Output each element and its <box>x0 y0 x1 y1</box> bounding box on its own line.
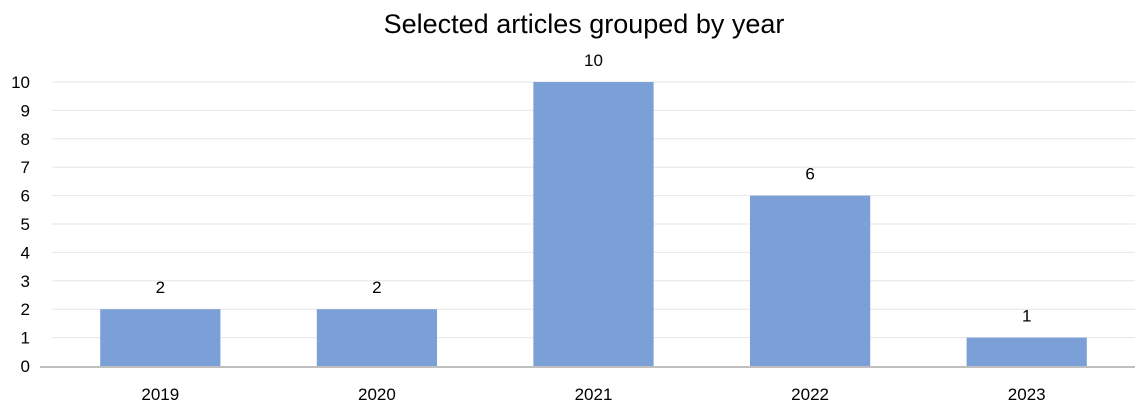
bar-2022 <box>749 195 871 366</box>
y-tick-label: 2 <box>21 300 30 319</box>
labels: 0 1 2 3 4 5 6 7 8 9 10 2 2019 2 2020 10 2021 6 2022 1 2023 <box>11 51 1046 404</box>
x-tick-label: 2019 <box>141 385 179 403</box>
y-tick-label: 0 <box>21 357 30 376</box>
y-tick-label: 10 <box>11 73 30 92</box>
y-tick-label: 4 <box>21 243 30 262</box>
data-label: 10 <box>584 51 603 70</box>
y-tick-label: 6 <box>21 187 30 206</box>
x-tick-label: 2021 <box>575 385 613 403</box>
bar-2021 <box>533 82 654 366</box>
y-tick-label: 3 <box>21 272 30 291</box>
data-label: 2 <box>372 278 381 297</box>
data-label: 1 <box>1022 307 1031 326</box>
y-tick-label: 1 <box>21 329 30 348</box>
y-tick-label: 5 <box>21 215 30 234</box>
x-tick-label: 2022 <box>791 385 829 403</box>
bar-2019 <box>100 309 221 366</box>
chart-title: Selected articles grouped by year <box>384 9 785 39</box>
y-tick-label: 7 <box>21 158 30 177</box>
bar-2023 <box>966 337 1087 366</box>
y-tick-label: 9 <box>21 101 30 120</box>
bars <box>100 82 1087 366</box>
data-label: 2 <box>156 278 165 297</box>
y-tick-label: 8 <box>21 130 30 149</box>
bar-2020 <box>316 309 438 366</box>
x-tick-label: 2020 <box>358 385 396 403</box>
data-label: 6 <box>805 165 814 184</box>
x-tick-label: 2023 <box>1008 385 1046 403</box>
